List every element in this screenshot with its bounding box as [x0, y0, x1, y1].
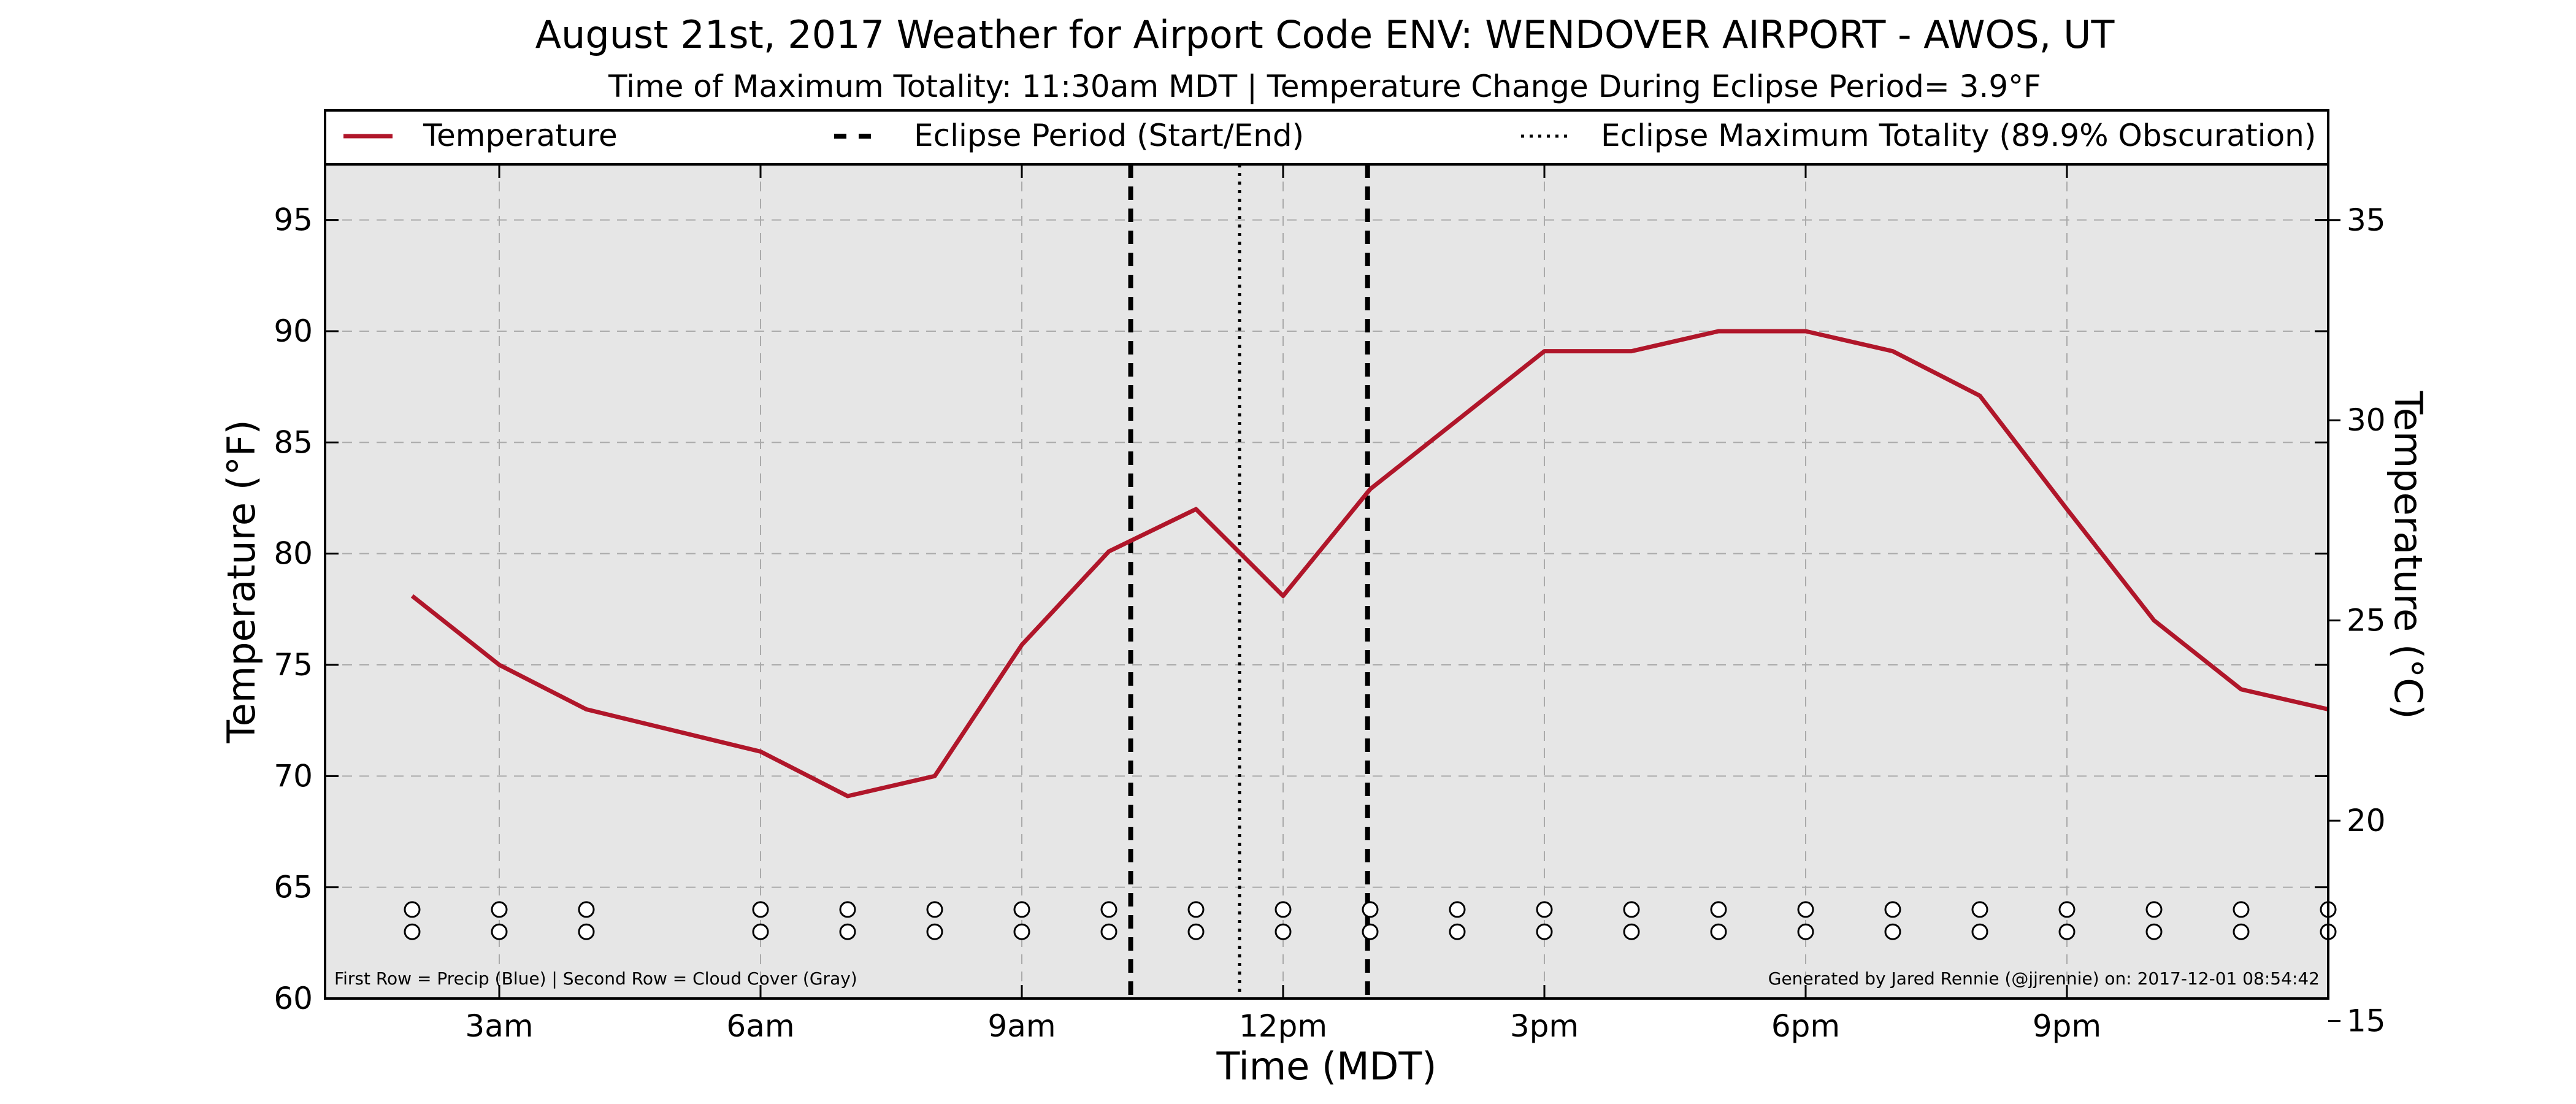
cloud-cover-marker [926, 923, 943, 940]
y-tick-label: 60 [274, 981, 313, 1016]
precip-marker [491, 901, 508, 918]
y-tick-label: 85 [274, 424, 313, 460]
temperature-line [410, 329, 2328, 799]
marker-rows [404, 901, 2337, 940]
x-tick-label: 3am [465, 1008, 533, 1044]
precip-marker [1100, 901, 1117, 918]
cloud-cover-marker [1013, 923, 1030, 940]
x-tick-label: 9am [987, 1008, 1056, 1044]
legend-label-eclipse-period: Eclipse Period (Start/End) [914, 118, 1304, 153]
legend: Temperature Eclipse Period (Start/End) E… [324, 109, 2329, 166]
y2-tick-label: 25 [2347, 603, 2386, 638]
cloud-cover-marker [2233, 923, 2250, 940]
annotation-right: Generated by Jared Rennie (@jjrennie) on… [1768, 968, 2320, 989]
cloud-cover-marker [1187, 923, 1205, 940]
precip-marker [752, 901, 769, 918]
y2-axis-label: Temperature (°C) [2386, 390, 2431, 719]
precip-marker [839, 901, 856, 918]
x-tick-label: 12pm [1239, 1008, 1327, 1044]
y2-tick-label: 15 [2347, 1003, 2386, 1039]
y-tick-label: 90 [274, 313, 313, 349]
x-tick-label: 6pm [1771, 1008, 1840, 1044]
precip-marker [1013, 901, 1030, 918]
axes: 60 65 70 75 80 85 90 95 3am 6am 9am 12pm 3pm 6pm 9pm 15… [274, 164, 2386, 1044]
cloud-cover-marker [1710, 923, 1727, 940]
eclipse-lines [1128, 164, 1370, 999]
precip-marker [1884, 901, 1901, 918]
legend-label-eclipse-max: Eclipse Maximum Totality (89.9% Obscurat… [1601, 118, 2316, 153]
series-group [410, 329, 2328, 799]
cloud-cover-marker [1623, 923, 1640, 940]
cloud-cover-marker [1100, 923, 1117, 940]
y-tick-label: 70 [274, 758, 313, 794]
plot-area [325, 164, 2328, 999]
precip-marker [1449, 901, 1466, 918]
precip-marker [1797, 901, 1814, 918]
chart-title: August 21st, 2017 Weather for Airport Co… [535, 12, 2115, 57]
precip-marker [2233, 901, 2250, 918]
y-axis-label: Temperature (°F) [219, 420, 264, 743]
x-tick-label: 9pm [2033, 1008, 2101, 1044]
precip-marker [1971, 901, 1988, 918]
y2-tick-label: 30 [2347, 402, 2386, 438]
cloud-cover-marker [1884, 923, 1901, 940]
y2-tick-label: 35 [2347, 202, 2386, 238]
cloud-cover-marker [404, 923, 421, 940]
precip-marker [1362, 901, 1379, 918]
precip-marker [2145, 901, 2163, 918]
y-tick-label: 65 [274, 870, 313, 905]
annotation-left: First Row = Precip (Blue) | Second Row =… [334, 968, 857, 989]
precip-marker [1275, 901, 1292, 918]
chart-subtitle: Time of Maximum Totality: 11:30am MDT | … [608, 69, 2041, 104]
y-tick-label: 95 [274, 202, 313, 238]
precip-marker [578, 901, 595, 918]
cloud-cover-marker [1797, 923, 1814, 940]
precip-marker [2058, 901, 2076, 918]
cloud-cover-marker [1362, 923, 1379, 940]
y-tick-label: 80 [274, 536, 313, 572]
cloud-cover-marker [839, 923, 856, 940]
cloud-cover-marker [2058, 923, 2076, 940]
cloud-cover-marker [1971, 923, 1988, 940]
legend-box [324, 109, 2329, 166]
cloud-cover-marker [491, 923, 508, 940]
cloud-cover-marker [1449, 923, 1466, 940]
y2-tick-label: 20 [2347, 803, 2386, 838]
cloud-cover-marker [1536, 923, 1553, 940]
precip-marker [1187, 901, 1205, 918]
precip-marker [926, 901, 943, 918]
y-tick-label: 75 [274, 647, 313, 683]
precip-marker [404, 901, 421, 918]
precip-marker [1536, 901, 1553, 918]
cloud-cover-marker [752, 923, 769, 940]
legend-label-temperature: Temperature [423, 118, 618, 153]
precip-marker [1623, 901, 1640, 918]
precip-marker [1710, 901, 1727, 918]
x-tick-label: 6am [726, 1008, 794, 1044]
cloud-cover-marker [1275, 923, 1292, 940]
x-tick-label: 3pm [1510, 1008, 1579, 1044]
cloud-cover-marker [578, 923, 595, 940]
grid [325, 164, 2328, 999]
cloud-cover-marker [2145, 923, 2163, 940]
x-axis-label: Time (MDT) [1216, 1044, 1437, 1089]
